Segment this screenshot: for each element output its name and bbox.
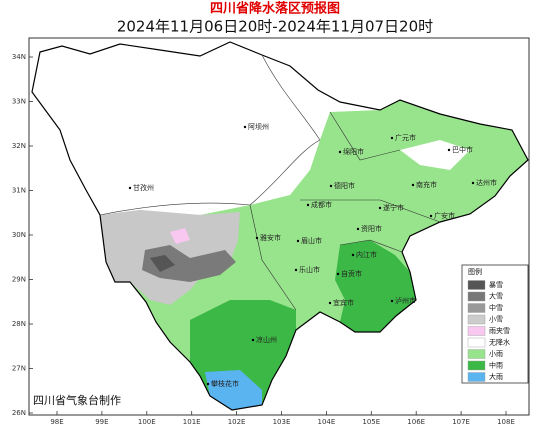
legend-swatch [467, 360, 486, 371]
longitude-label: 106E [407, 418, 425, 426]
longitude-label: 103E [273, 418, 291, 426]
place-marker [447, 148, 451, 152]
place-label: 甘孜州 [133, 183, 154, 192]
place-marker [243, 125, 247, 129]
place-marker [329, 184, 333, 188]
longitude-label: 107E [452, 418, 470, 426]
place-label: 自贡市 [341, 269, 362, 278]
legend-swatch [467, 280, 486, 290]
legend-swatch [467, 349, 486, 359]
place-label: 阿坝州 [248, 122, 269, 131]
legend-label: 小雪 [489, 315, 503, 324]
place-label: 泸州市 [395, 296, 416, 305]
latitude-label: 29N [12, 276, 26, 284]
place-label: 内江市 [356, 250, 377, 259]
legend-label: 雨夹雪 [489, 326, 510, 335]
place-marker [429, 214, 433, 218]
latitude-label: 26N [12, 409, 26, 417]
heavy-snow-area [150, 255, 175, 272]
legend-swatch [467, 291, 486, 302]
place-marker [306, 203, 310, 207]
place-marker [351, 253, 355, 257]
place-marker [411, 183, 415, 187]
longitude-label: 105E [362, 418, 380, 426]
place-label: 成都市 [311, 200, 332, 209]
place-marker [336, 272, 340, 276]
legend-label: 大雨 [489, 372, 503, 381]
legend-label: 无降水 [489, 338, 510, 347]
place-label: 南充市 [416, 180, 437, 189]
place-label: 乐山市 [299, 265, 320, 274]
place-label: 广元市 [395, 133, 416, 142]
place-label: 巴中市 [452, 145, 473, 154]
legend-title: 图例 [468, 267, 482, 276]
place-label: 雅安市 [260, 233, 281, 242]
place-marker [471, 181, 475, 185]
footer: 四川省气象台制作 [33, 393, 121, 407]
longitude-label: 102E [228, 418, 246, 426]
longitude-label: 100E [138, 418, 156, 426]
legend-swatch [467, 372, 486, 382]
place-label: 宜宾市 [333, 298, 354, 307]
latitude-label: 31N [12, 187, 26, 195]
legend-swatch [467, 326, 486, 336]
legend-label: 中雨 [489, 361, 503, 370]
latitude-label: 27N [12, 365, 26, 373]
longitude-label: 101E [183, 418, 201, 426]
place-marker [338, 150, 342, 154]
place-marker [390, 136, 394, 140]
place-label: 遂宁市 [383, 203, 404, 212]
region-boundaries [99, 54, 441, 311]
moderate-snow-area [142, 245, 236, 282]
legend-label: 大雪 [489, 292, 503, 301]
place-marker [328, 301, 332, 305]
place-label: 绵阳市 [343, 147, 364, 156]
legend-swatch [467, 337, 486, 348]
place-marker [251, 338, 255, 342]
place-marker [390, 299, 394, 303]
latitude-label: 34N [12, 53, 26, 61]
place-label: 广安市 [434, 211, 455, 220]
place-marker [128, 186, 132, 190]
latitude-label: 28N [12, 320, 26, 328]
longitude-label: 98E [50, 418, 63, 426]
no-rain-patch [400, 140, 470, 170]
map-subtitle: 2024年11月06日20时-2024年11月07日20时 [117, 18, 433, 36]
place-marker [296, 239, 300, 243]
place-marker [255, 236, 259, 240]
heavy-rain-area [205, 370, 262, 410]
place-label: 凉山州 [256, 335, 277, 344]
legend-label: 小雨 [489, 349, 503, 358]
place-marker [206, 382, 210, 386]
place-label: 德阳市 [334, 181, 355, 190]
longitude-label: 108E [497, 418, 515, 426]
legend-swatch [467, 303, 486, 313]
place-marker [378, 206, 382, 210]
place-marker [294, 268, 298, 272]
longitude-label: 99E [95, 418, 108, 426]
latitude-label: 33N [12, 98, 26, 106]
longitude-label: 104E [318, 418, 336, 426]
place-label: 眉山市 [301, 236, 322, 245]
map-title: 四川省降水落区预报图 [210, 1, 340, 17]
legend-label: 中雪 [489, 303, 503, 312]
legend-label: 暴雪 [489, 281, 503, 289]
place-label: 达州市 [476, 178, 497, 187]
latitude-label: 30N [12, 231, 26, 239]
place-label: 攀枝花市 [211, 379, 239, 388]
province-outline [31, 41, 529, 411]
moderate-rain-east [335, 240, 416, 332]
sleet-area [170, 228, 190, 244]
latitude-label: 32N [12, 142, 26, 150]
place-marker [356, 227, 360, 231]
legend-swatch [467, 314, 486, 325]
place-label: 资阳市 [361, 224, 382, 233]
